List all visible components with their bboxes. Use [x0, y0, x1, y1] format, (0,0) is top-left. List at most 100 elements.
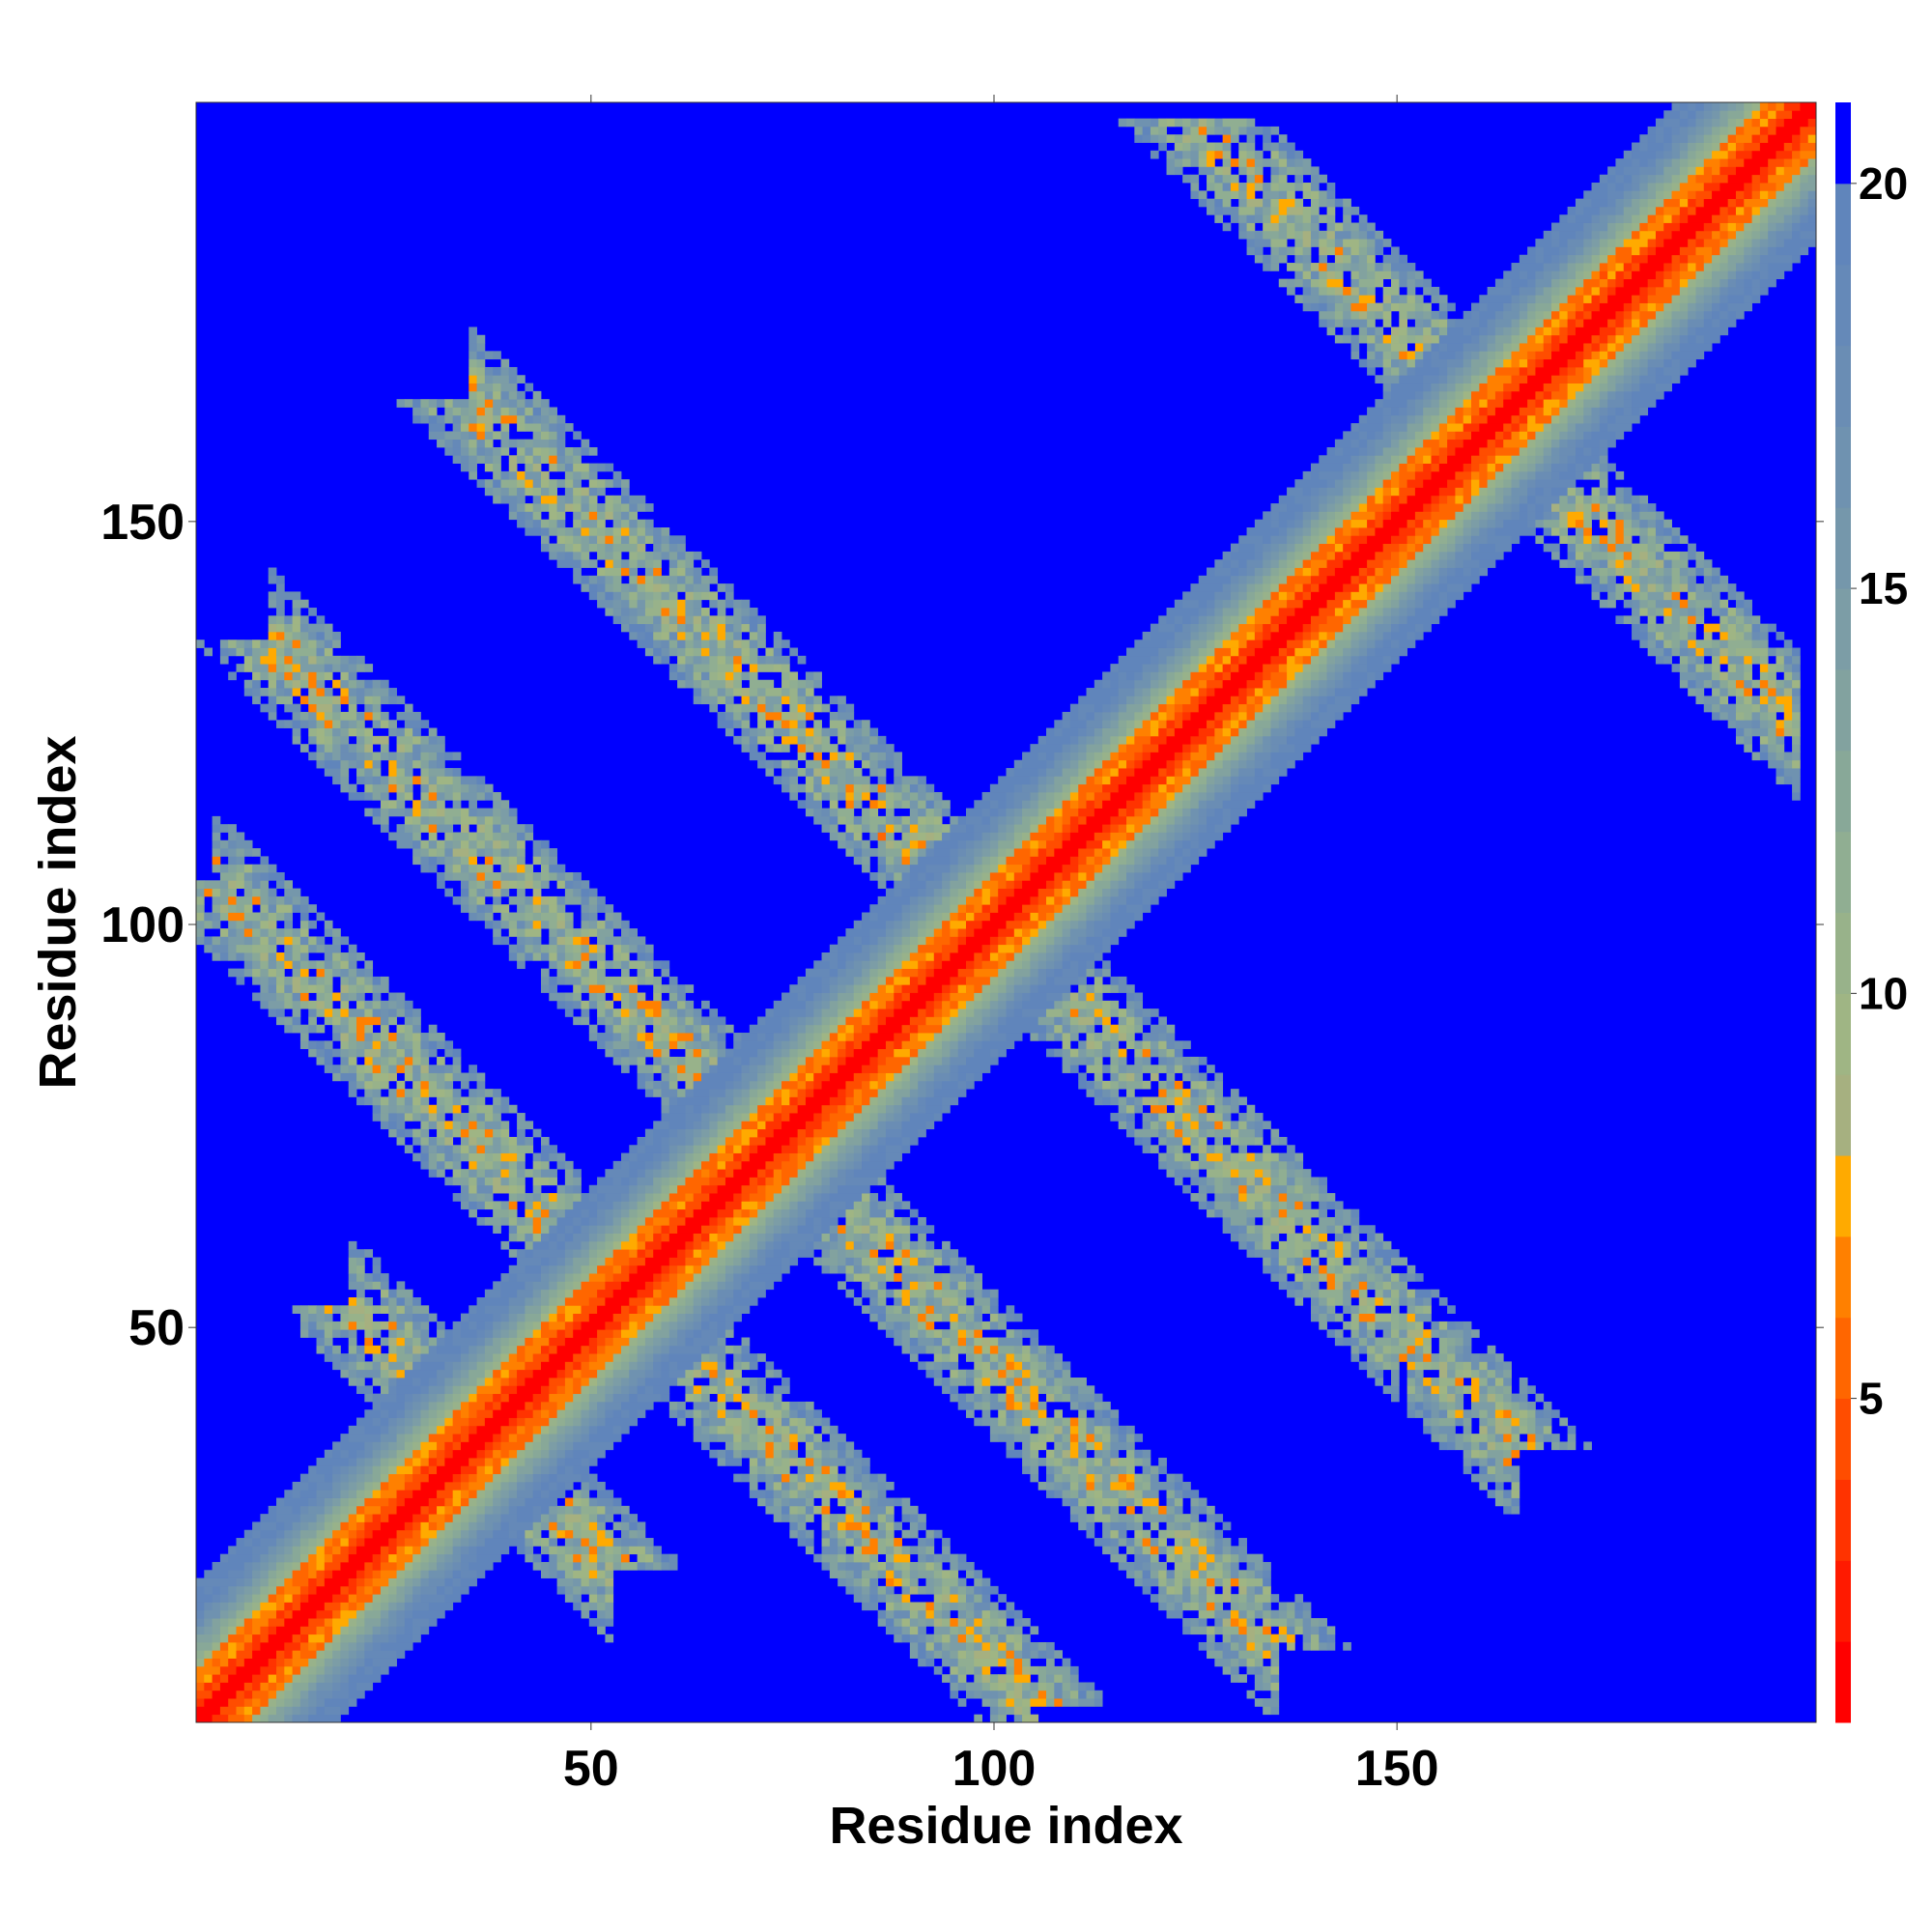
heatmap-cell	[661, 1080, 670, 1090]
heatmap-cell	[894, 1233, 902, 1242]
heatmap-cell	[597, 1594, 606, 1603]
heatmap-cell	[765, 1249, 775, 1258]
heatmap-cell	[268, 1698, 277, 1707]
heatmap-cell	[942, 1056, 951, 1065]
heatmap-cell	[789, 1505, 799, 1515]
heatmap-cell	[1078, 1465, 1087, 1475]
heatmap-cell	[845, 1152, 855, 1162]
heatmap-cell	[989, 1698, 999, 1707]
heatmap-cell	[813, 1409, 822, 1418]
heatmap-cell	[284, 1490, 294, 1498]
heatmap-cell	[388, 1329, 397, 1338]
heatmap-cell	[564, 1585, 574, 1595]
heatmap-cell	[605, 1529, 614, 1539]
heatmap-cell	[556, 1465, 566, 1475]
heatmap-cell	[420, 1417, 430, 1427]
heatmap-cell	[957, 1634, 967, 1643]
heatmap-cell	[894, 1618, 902, 1627]
heatmap-cell	[1503, 1417, 1512, 1427]
heatmap-cell	[989, 1650, 999, 1659]
heatmap-cell	[396, 1609, 406, 1619]
heatmap-cell	[388, 1104, 397, 1114]
heatmap-cell	[1086, 1401, 1095, 1410]
heatmap-cell	[965, 1056, 999, 1065]
heatmap-cell	[500, 1490, 510, 1498]
heatmap-cell	[532, 1321, 542, 1330]
heatmap-cell	[1158, 1570, 1167, 1578]
heatmap-cell	[1126, 1121, 1135, 1130]
heatmap-cell	[428, 1434, 454, 1442]
heatmap-cell	[500, 1393, 510, 1403]
heatmap-cell	[500, 1281, 526, 1291]
heatmap-cell	[797, 1417, 807, 1427]
heatmap-cell	[925, 1121, 935, 1130]
heatmap-cell	[380, 1425, 389, 1435]
heatmap-cell	[1455, 1353, 1464, 1362]
heatmap-cell	[1334, 1240, 1344, 1250]
heatmap-cell	[1230, 1096, 1239, 1106]
heatmap-cell	[709, 1297, 719, 1306]
heatmap-cell	[1110, 1553, 1127, 1563]
heatmap-cell	[1054, 1369, 1064, 1378]
heatmap-cell	[1431, 1393, 1440, 1403]
heatmap-cell	[1022, 1698, 1031, 1707]
heatmap-cell	[1013, 1641, 1023, 1651]
heatmap-cell	[765, 1441, 775, 1451]
heatmap-cell	[364, 1561, 374, 1571]
heatmap-cell	[909, 1240, 919, 1250]
heatmap-cell	[629, 1305, 639, 1314]
heatmap-cell	[452, 1193, 462, 1202]
heatmap-cell	[1503, 1369, 1512, 1378]
heatmap-cell	[549, 1289, 557, 1298]
heatmap-cell	[1190, 1505, 1200, 1515]
heatmap-cell	[564, 1481, 574, 1491]
heatmap-cell	[1094, 1056, 1103, 1065]
heatmap-cell	[243, 1529, 253, 1539]
heatmap-cell	[629, 1297, 646, 1306]
heatmap-cell	[260, 1538, 277, 1547]
heatmap-cell	[316, 1570, 326, 1578]
heatmap-cell	[324, 1538, 333, 1547]
heatmap-cell	[299, 1594, 309, 1603]
heatmap-cell	[1270, 1609, 1280, 1619]
heatmap-cell	[869, 1538, 879, 1547]
heatmap-cell	[773, 1401, 782, 1410]
heatmap-cell	[412, 1113, 421, 1122]
heatmap-cell	[437, 1458, 445, 1466]
heatmap-cell	[396, 1497, 406, 1507]
heatmap-cell	[1062, 1690, 1071, 1699]
heatmap-cell	[316, 1458, 350, 1466]
heatmap-cell	[573, 1546, 582, 1555]
heatmap-cell	[942, 1096, 959, 1106]
heatmap-cell	[1182, 1184, 1191, 1194]
heatmap-cell	[1207, 1505, 1215, 1515]
heatmap-cell	[508, 1225, 518, 1234]
heatmap-cell	[588, 1361, 606, 1371]
heatmap-cell	[661, 1561, 670, 1571]
heatmap-cell	[1270, 1658, 1280, 1667]
heatmap-cell	[989, 1674, 999, 1683]
heatmap-cell	[564, 1441, 574, 1451]
heatmap-cell	[340, 1321, 350, 1330]
heatmap-cell	[661, 1169, 670, 1178]
heatmap-cell	[588, 1577, 598, 1587]
heatmap-cell	[316, 1577, 326, 1587]
heatmap-cell	[918, 1650, 926, 1659]
heatmap-cell	[404, 1602, 413, 1611]
heatmap-cell	[1207, 1113, 1215, 1122]
heatmap-cell	[1054, 1458, 1064, 1466]
heatmap-cell	[661, 1152, 670, 1162]
heatmap-cell	[901, 1072, 911, 1082]
heatmap-cell	[717, 1113, 726, 1122]
heatmap-cell	[877, 1546, 887, 1555]
heatmap-cell	[677, 1145, 686, 1153]
heatmap-cell	[933, 1089, 967, 1097]
heatmap-cell	[1375, 1281, 1384, 1291]
heatmap-cell	[1455, 1361, 1464, 1371]
heatmap-cell	[437, 1401, 445, 1410]
heatmap-cell	[364, 1665, 374, 1675]
heatmap-cell	[597, 1216, 606, 1226]
heatmap-cell	[1013, 1313, 1023, 1322]
heatmap-cell	[1198, 1594, 1208, 1603]
heatmap-cell	[612, 1425, 622, 1435]
